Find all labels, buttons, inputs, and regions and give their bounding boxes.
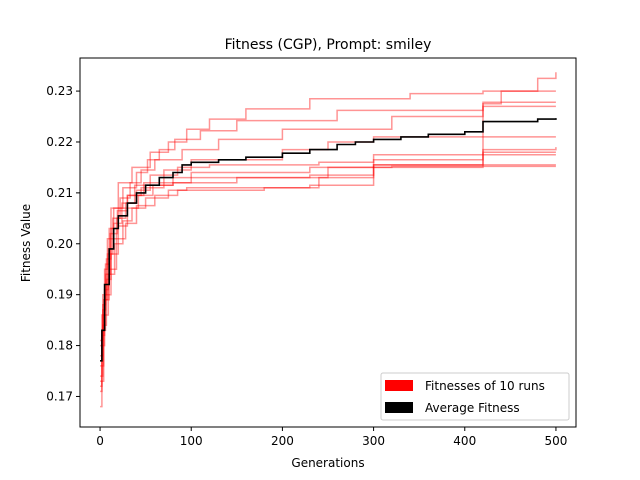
series-layer bbox=[100, 72, 557, 408]
run-fitness-line-4 bbox=[100, 105, 556, 377]
run-fitness-line-3 bbox=[100, 90, 556, 367]
average-fitness-line bbox=[100, 118, 557, 362]
run-fitness-line-9 bbox=[100, 136, 556, 362]
run-fitness-line-8 bbox=[100, 147, 557, 382]
y-tick-label: 0.18 bbox=[46, 339, 73, 353]
run-fitness-line-2 bbox=[100, 101, 556, 357]
y-tick-label: 0.21 bbox=[46, 186, 73, 200]
run-fitness-line-5 bbox=[100, 151, 556, 347]
legend-swatch-average bbox=[385, 402, 413, 413]
y-axis: 0.17 0.18 0.19 0.20 0.21 0.22 0.23 bbox=[46, 84, 80, 403]
y-tick-label: 0.20 bbox=[46, 237, 73, 251]
legend: Fitnesses of 10 runs Average Fitness bbox=[380, 372, 570, 421]
chart-title: Fitness (CGP), Prompt: smiley bbox=[225, 37, 432, 53]
x-tick-label: 500 bbox=[544, 434, 567, 448]
y-tick-label: 0.23 bbox=[46, 84, 73, 98]
plot-frame bbox=[79, 57, 577, 428]
legend-label-runs: Fitnesses of 10 runs bbox=[425, 379, 545, 393]
run-fitness-line-1 bbox=[100, 72, 557, 388]
legend-label-average: Average Fitness bbox=[425, 401, 520, 415]
run-fitness-line-7 bbox=[100, 164, 556, 342]
x-tick-label: 300 bbox=[362, 434, 385, 448]
x-tick-label: 100 bbox=[180, 434, 203, 448]
y-tick-label: 0.17 bbox=[46, 389, 73, 403]
x-axis-label: Generations bbox=[291, 456, 364, 470]
run-fitness-line-10 bbox=[100, 165, 556, 393]
x-tick-label: 200 bbox=[271, 434, 294, 448]
x-axis: 0 100 200 300 400 500 bbox=[96, 427, 567, 448]
legend-box bbox=[380, 372, 570, 421]
legend-swatch-runs bbox=[385, 380, 413, 391]
x-tick-label: 400 bbox=[453, 434, 476, 448]
y-tick-label: 0.22 bbox=[46, 135, 73, 149]
x-tick-label: 0 bbox=[96, 434, 104, 448]
y-tick-label: 0.19 bbox=[46, 288, 73, 302]
y-axis-label: Fitness Value bbox=[19, 204, 33, 282]
